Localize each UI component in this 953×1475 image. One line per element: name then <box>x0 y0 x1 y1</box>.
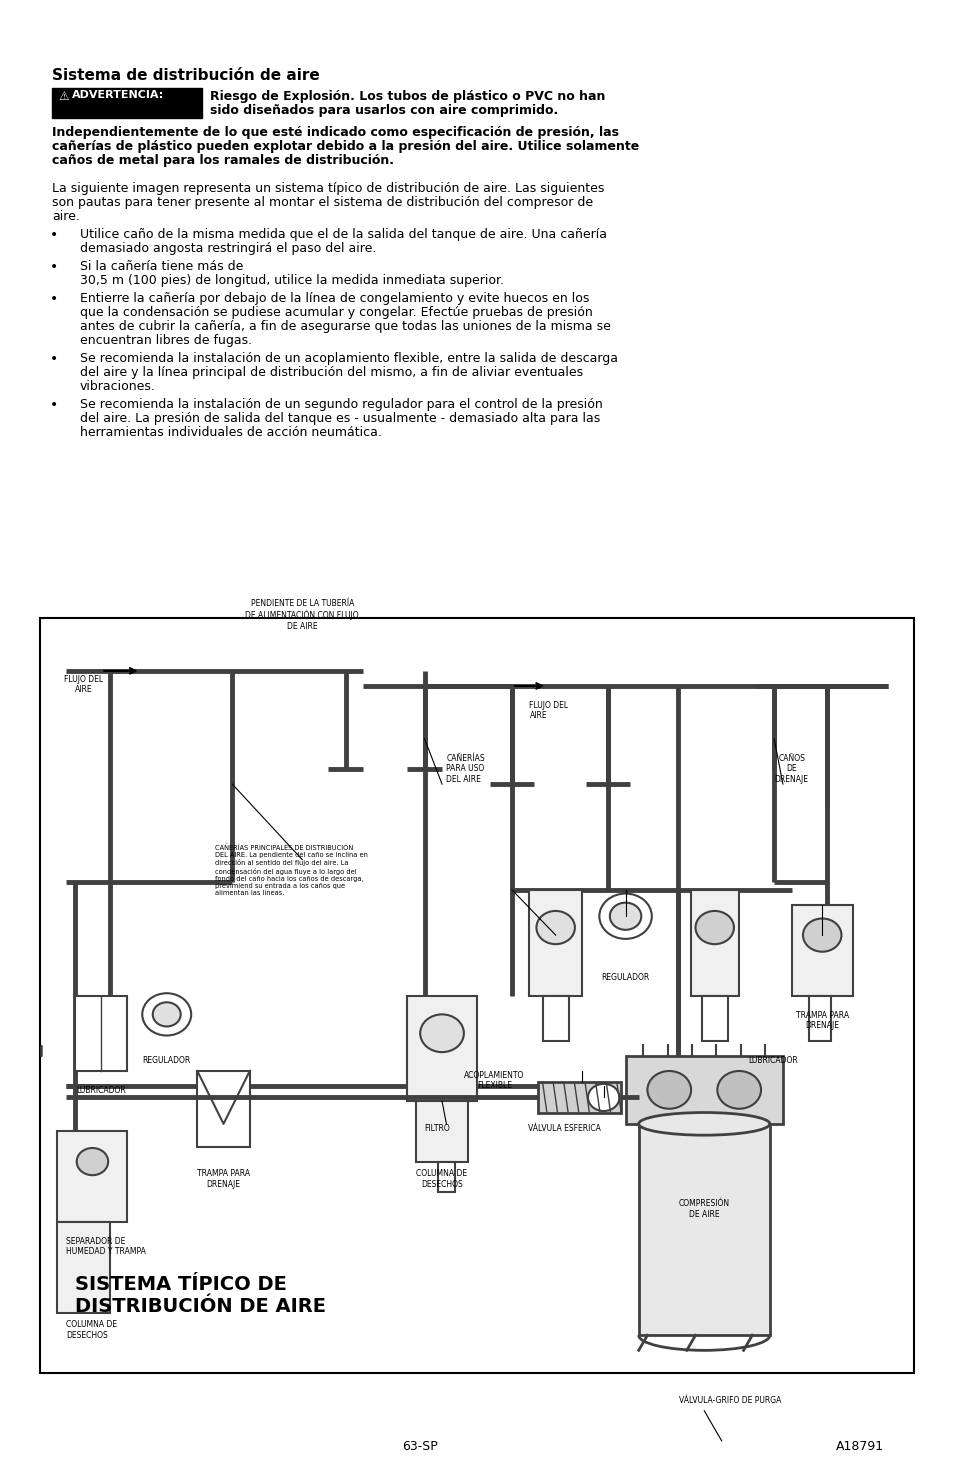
Text: La siguiente imagen representa un sistema típico de distribución de aire. Las si: La siguiente imagen representa un sistem… <box>52 181 604 195</box>
Text: CAÑOS
DE
DRENAJE: CAÑOS DE DRENAJE <box>774 754 808 783</box>
Ellipse shape <box>536 912 575 944</box>
Text: Entierre la cañería por debajo de la línea de congelamiento y evite huecos en lo: Entierre la cañería por debajo de la lín… <box>80 292 589 305</box>
Text: •: • <box>50 229 58 242</box>
Text: LUBRICADOR: LUBRICADOR <box>76 1086 126 1094</box>
Text: TRAMPA PARA
DRENAJE: TRAMPA PARA DRENAJE <box>795 1010 848 1030</box>
FancyBboxPatch shape <box>57 1131 128 1221</box>
Text: caños de metal para los ramales de distribución.: caños de metal para los ramales de distr… <box>52 153 394 167</box>
FancyBboxPatch shape <box>407 996 476 1102</box>
Ellipse shape <box>587 1084 618 1111</box>
FancyBboxPatch shape <box>52 88 202 118</box>
Text: TRAMPA PARA
DRENAJE: TRAMPA PARA DRENAJE <box>196 1170 250 1189</box>
FancyBboxPatch shape <box>690 889 739 996</box>
FancyBboxPatch shape <box>75 996 128 1071</box>
Text: del aire y la línea principal de distribución del mismo, a fin de aliviar eventu: del aire y la línea principal de distrib… <box>80 366 582 379</box>
Text: Sistema de distribución de aire: Sistema de distribución de aire <box>52 68 319 83</box>
FancyBboxPatch shape <box>537 1083 620 1112</box>
Text: A18791: A18791 <box>835 1440 883 1453</box>
Text: COMPRESIÓN
DE AIRE: COMPRESIÓN DE AIRE <box>678 1199 729 1218</box>
Text: Independientemente de lo que esté indicado como especificación de presión, las: Independientemente de lo que esté indica… <box>52 125 618 139</box>
Text: VÁLVULA ESFERICA: VÁLVULA ESFERICA <box>527 1124 600 1133</box>
Text: •: • <box>50 260 58 274</box>
Text: Se recomienda la instalación de un acoplamiento flexible, entre la salida de des: Se recomienda la instalación de un acopl… <box>80 353 618 364</box>
Text: FLUJO DEL
AIRE: FLUJO DEL AIRE <box>64 674 103 695</box>
Text: ADVERTENCIA:: ADVERTENCIA: <box>71 90 164 100</box>
Text: herramientas individuales de acción neumática.: herramientas individuales de acción neum… <box>80 426 381 440</box>
Text: aire.: aire. <box>52 209 80 223</box>
FancyBboxPatch shape <box>700 996 727 1041</box>
FancyBboxPatch shape <box>416 1102 468 1162</box>
FancyBboxPatch shape <box>791 904 852 996</box>
Text: DISTRIBUCIÓN DE AIRE: DISTRIBUCIÓN DE AIRE <box>75 1297 326 1316</box>
Text: Si la cañería tiene más de: Si la cañería tiene más de <box>80 260 243 273</box>
Text: CAÑERÍAS
PARA USO
DEL AIRE: CAÑERÍAS PARA USO DEL AIRE <box>446 754 484 783</box>
Text: son pautas para tener presente al montar el sistema de distribución del compreso: son pautas para tener presente al montar… <box>52 196 593 209</box>
Text: Riesgo de Explosión. Los tubos de plástico o PVC no han: Riesgo de Explosión. Los tubos de plásti… <box>210 90 605 103</box>
Ellipse shape <box>717 1071 760 1109</box>
FancyBboxPatch shape <box>625 1056 782 1124</box>
FancyBboxPatch shape <box>808 996 830 1041</box>
FancyBboxPatch shape <box>437 1162 455 1192</box>
Ellipse shape <box>609 903 640 929</box>
Ellipse shape <box>419 1015 463 1052</box>
Ellipse shape <box>152 1003 180 1027</box>
Ellipse shape <box>142 993 191 1035</box>
Text: LUBRICADOR: LUBRICADOR <box>747 1056 797 1065</box>
Text: SISTEMA TÍPICO DE: SISTEMA TÍPICO DE <box>75 1274 287 1294</box>
Text: vibraciones.: vibraciones. <box>80 381 155 392</box>
Text: 63-SP: 63-SP <box>402 1440 437 1453</box>
FancyBboxPatch shape <box>197 1071 250 1146</box>
Text: CAÑERÍAS PRINCIPALES DE DISTRIBUCIÓN
DEL AIRE. La pendiente del caño se inclina : CAÑERÍAS PRINCIPALES DE DISTRIBUCIÓN DEL… <box>214 845 367 895</box>
FancyBboxPatch shape <box>40 618 913 1373</box>
Ellipse shape <box>76 1148 108 1176</box>
Text: cañerías de plástico pueden explotar debido a la presión del aire. Utilice solam: cañerías de plástico pueden explotar deb… <box>52 140 639 153</box>
Text: ACOPLAMIENTO
FLEXIBLE: ACOPLAMIENTO FLEXIBLE <box>464 1071 524 1090</box>
Text: •: • <box>50 398 58 412</box>
FancyBboxPatch shape <box>542 996 568 1041</box>
Text: Se recomienda la instalación de un segundo regulador para el control de la presi: Se recomienda la instalación de un segun… <box>80 398 602 412</box>
Text: REGULADOR: REGULADOR <box>600 974 649 982</box>
Ellipse shape <box>802 919 841 951</box>
Text: sido diseñados para usarlos con aire comprimido.: sido diseñados para usarlos con aire com… <box>210 105 558 117</box>
Ellipse shape <box>638 1112 769 1136</box>
FancyBboxPatch shape <box>529 889 581 996</box>
Text: FLUJO DEL
AIRE: FLUJO DEL AIRE <box>529 701 568 720</box>
Ellipse shape <box>695 912 733 944</box>
Ellipse shape <box>647 1071 690 1109</box>
Text: encuentran libres de fugas.: encuentran libres de fugas. <box>80 333 252 347</box>
Text: Utilice caño de la misma medida que el de la salida del tanque de aire. Una cañe: Utilice caño de la misma medida que el d… <box>80 229 606 240</box>
Text: PENDIENTE DE LA TUBERÍA
DE ALIMENTACIÓN CON FLUJO
DE AIRE: PENDIENTE DE LA TUBERÍA DE ALIMENTACIÓN … <box>245 599 358 631</box>
Text: del aire. La presión de salida del tanque es - usualmente - demasiado alta para : del aire. La presión de salida del tanqu… <box>80 412 599 425</box>
Text: antes de cubrir la cañería, a fin de asegurarse que todas las uniones de la mism: antes de cubrir la cañería, a fin de ase… <box>80 320 610 333</box>
Text: REGULADOR: REGULADOR <box>142 1056 191 1065</box>
Text: FILTRO: FILTRO <box>424 1124 450 1133</box>
Text: •: • <box>50 353 58 366</box>
FancyBboxPatch shape <box>57 1221 110 1313</box>
Text: ⚠: ⚠ <box>58 90 69 103</box>
FancyBboxPatch shape <box>638 1124 769 1335</box>
Text: que la condensación se pudiese acumular y congelar. Efectúe pruebas de presión: que la condensación se pudiese acumular … <box>80 305 592 319</box>
Text: •: • <box>50 292 58 305</box>
Ellipse shape <box>598 894 651 940</box>
Text: VÁLVULA-GRIFO DE PURGA: VÁLVULA-GRIFO DE PURGA <box>679 1395 781 1404</box>
Text: demasiado angosta restringirá el paso del aire.: demasiado angosta restringirá el paso de… <box>80 242 376 255</box>
Text: 30,5 m (100 pies) de longitud, utilice la medida inmediata superior.: 30,5 m (100 pies) de longitud, utilice l… <box>80 274 503 288</box>
Text: SEPARADOR DE
HUMEDAD Y TRAMPA: SEPARADOR DE HUMEDAD Y TRAMPA <box>66 1238 146 1257</box>
Text: COLUMNA DE
DESECHOS: COLUMNA DE DESECHOS <box>416 1170 467 1189</box>
Text: COLUMNA DE
DESECHOS: COLUMNA DE DESECHOS <box>66 1320 117 1339</box>
